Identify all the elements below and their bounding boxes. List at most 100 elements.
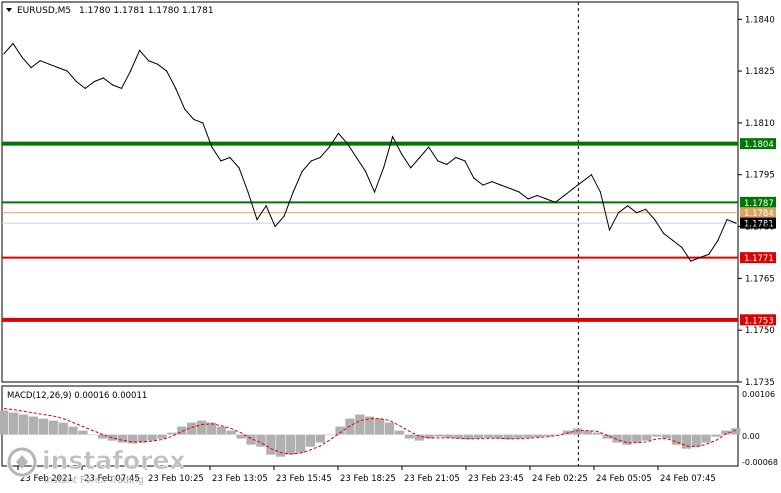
macd-histogram-bar bbox=[642, 434, 652, 441]
price-series bbox=[3, 42, 737, 262]
price-point bbox=[301, 170, 303, 172]
price-tick-label: 1.1825 bbox=[745, 67, 775, 77]
price-point bbox=[563, 194, 565, 197]
macd-histogram-bar bbox=[375, 418, 385, 435]
macd-histogram-bar bbox=[523, 434, 533, 438]
price-point bbox=[428, 146, 430, 148]
macd-histogram-bar bbox=[137, 434, 147, 443]
price-point bbox=[726, 219, 728, 221]
price-point bbox=[139, 49, 141, 52]
horizontal-levels bbox=[2, 141, 738, 322]
price-point bbox=[654, 219, 656, 221]
macd-histogram-bar bbox=[256, 434, 266, 447]
macd-histogram-bar bbox=[592, 432, 602, 435]
macd-histogram-bar bbox=[177, 426, 187, 435]
main-plot-frame bbox=[1, 1, 739, 383]
price-point bbox=[283, 215, 285, 217]
price-point bbox=[509, 187, 511, 190]
logo-icon-inner bbox=[7, 447, 37, 477]
time-tick-label: 23 Feb 13:05 bbox=[212, 474, 268, 484]
macd-histogram-bar bbox=[493, 434, 503, 439]
price-tick-label: 1.1840 bbox=[745, 15, 775, 25]
price-point bbox=[527, 198, 529, 200]
price-point bbox=[93, 80, 95, 83]
header: EURUSD,M5 1.1780 1.1781 1.1780 1.1781 bbox=[6, 6, 214, 16]
macd-histogram-bar bbox=[157, 434, 167, 439]
price-point bbox=[663, 232, 665, 235]
price-point bbox=[699, 257, 701, 259]
level-tag-label: 1.1753 bbox=[744, 316, 774, 326]
price-point bbox=[464, 160, 466, 162]
macd-histogram-bar bbox=[661, 434, 672, 439]
price-point bbox=[111, 84, 113, 86]
level-tag-resistance bbox=[740, 196, 776, 208]
level-tag-label: 1.1784 bbox=[744, 209, 774, 219]
macd-histogram-bar bbox=[38, 418, 48, 435]
price-point bbox=[319, 156, 321, 159]
price-point bbox=[373, 191, 376, 193]
logo-brand-text: instaforex bbox=[42, 446, 186, 475]
macd-histogram-bar bbox=[98, 434, 108, 439]
price-point bbox=[419, 156, 421, 159]
price-point bbox=[518, 191, 520, 193]
price-point bbox=[148, 60, 150, 62]
price-point bbox=[202, 122, 204, 124]
price-point bbox=[627, 205, 629, 207]
macd-histogram-bar bbox=[414, 434, 424, 441]
price-point bbox=[545, 198, 547, 200]
price-point bbox=[645, 208, 647, 210]
price-point bbox=[491, 181, 493, 183]
macd-histogram-bar bbox=[305, 434, 316, 447]
macd-histogram-bar bbox=[88, 434, 98, 436]
macd-histogram-bar bbox=[78, 430, 88, 435]
macd-histogram-bar bbox=[602, 434, 612, 439]
price-point bbox=[48, 63, 50, 65]
macd-histogram-bar bbox=[721, 430, 731, 435]
macd-histogram-bar bbox=[394, 430, 405, 435]
price-line bbox=[3, 42, 737, 262]
price-point bbox=[120, 87, 123, 89]
price-point bbox=[410, 167, 412, 169]
price-point bbox=[500, 184, 502, 186]
macd-histogram-bar bbox=[117, 434, 128, 443]
macd-histogram-bar bbox=[48, 420, 58, 435]
macd-histogram-bar bbox=[0, 410, 9, 435]
macd-histogram-bar bbox=[345, 418, 355, 435]
price-point bbox=[238, 167, 240, 169]
price-point bbox=[446, 163, 448, 165]
price-point bbox=[84, 87, 86, 89]
macd-tick-label: 0.00106 bbox=[742, 390, 775, 399]
level-tag-current bbox=[740, 217, 776, 229]
macd-signal-line bbox=[3, 408, 737, 455]
price-point bbox=[274, 225, 276, 228]
dropdown-triangle-icon[interactable] bbox=[6, 8, 12, 12]
macd-histogram-bar bbox=[652, 434, 662, 437]
macd-histogram-bar bbox=[681, 434, 691, 449]
price-point bbox=[735, 222, 737, 224]
time-axis: 23 Feb 2021 23 Feb 07:45 23 Feb 10:25 23 Fe… bbox=[17, 466, 716, 484]
price-point bbox=[337, 132, 339, 134]
price-point bbox=[672, 239, 674, 241]
macd-histogram-bar bbox=[107, 434, 118, 441]
macd-histogram-bar bbox=[167, 432, 177, 435]
macd-histogram-bar bbox=[187, 422, 197, 435]
macd-histogram-bar bbox=[582, 430, 592, 435]
macd-histogram-bar bbox=[197, 420, 207, 435]
macd-tick-label: -0.00068 bbox=[742, 458, 778, 467]
time-tick-label: 23 Feb 15:45 bbox=[276, 474, 332, 484]
macd-histogram-bar bbox=[404, 434, 414, 439]
logo-tagline-text: Instant Forex Trading bbox=[44, 475, 144, 486]
price-point bbox=[617, 212, 620, 214]
price-point bbox=[57, 67, 59, 69]
time-tick-label: 23 Feb 07:45 bbox=[84, 474, 140, 484]
macd-histogram-bar bbox=[671, 434, 682, 445]
price-tick-label: 1.1735 bbox=[745, 378, 775, 388]
macd-histogram-bar bbox=[473, 434, 484, 439]
macd-histogram-bar bbox=[68, 426, 78, 435]
price-point bbox=[383, 167, 385, 169]
price-point bbox=[599, 191, 602, 193]
time-tick-label: 23 Feb 2021 bbox=[20, 474, 73, 484]
price-point bbox=[175, 87, 177, 89]
